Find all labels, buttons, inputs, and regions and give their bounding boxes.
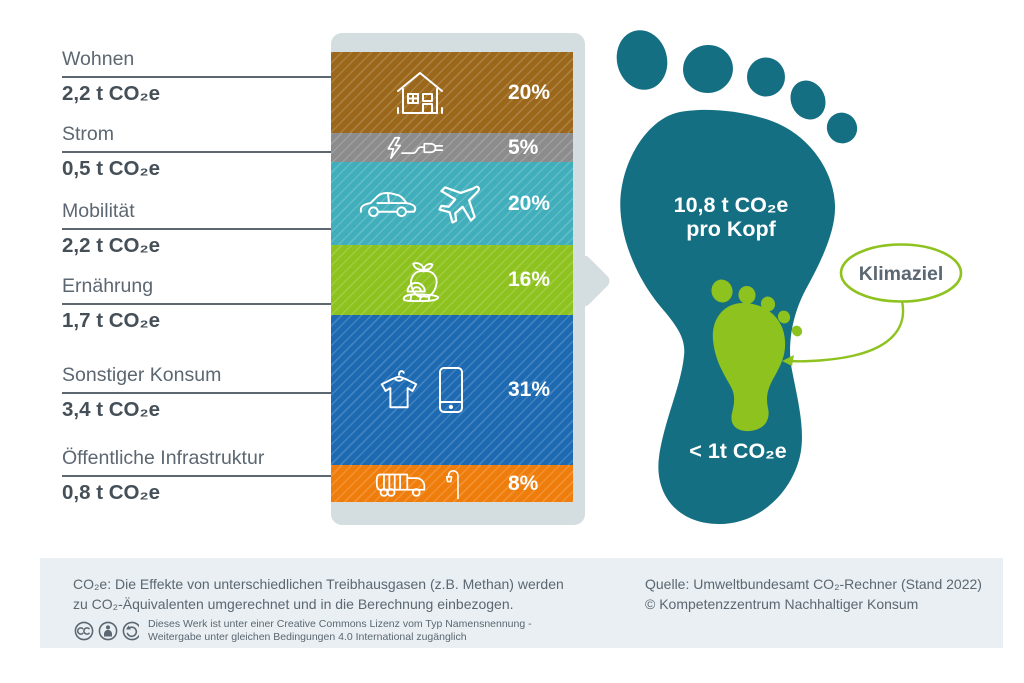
smartphone-icon <box>438 366 464 414</box>
power-plug-icon <box>380 136 460 160</box>
source-line1: Quelle: Umweltbundesamt CO₂-Rechner (Sta… <box>645 576 982 592</box>
percent-label: 31% <box>508 378 551 401</box>
co2e-note-line2: zu CO₂-Äquivalenten umgerechnet und in d… <box>73 595 514 612</box>
klimaziel-label: Klimaziel <box>859 263 944 285</box>
source-line2: © Kompetenzzentrum Nachhaltiger Konsum <box>645 595 919 612</box>
category-value: 0,5 t CO₂e <box>62 157 160 180</box>
target-co2-value: < 1t CO₂e <box>689 439 786 463</box>
klimaziel-bubble: Klimaziel <box>782 243 963 366</box>
percent-label: 20% <box>508 80 551 104</box>
category-sonstiger-konsum: Sonstiger Konsum 3,4 t CO₂e <box>62 364 331 422</box>
category-value: 3,4 t CO₂e <box>62 398 160 421</box>
bar-segment-strom: 5% <box>331 133 573 162</box>
bar-segment-wohnen: 20% <box>331 52 573 133</box>
category-oeffentliche-infrastruktur: Öffentliche Infrastruktur 0,8 t CO₂e <box>62 447 331 505</box>
bar-segment-sonstiger-konsum: 31% <box>331 315 573 465</box>
category-name: Ernährung <box>62 275 331 305</box>
footprint-graphic: 10,8 t CO₂e pro Kopf < 1t CO₂e Klimaziel <box>616 30 963 524</box>
percent-label: 5% <box>508 135 539 159</box>
cc-icon <box>74 621 94 641</box>
cc-license-icons <box>74 621 139 641</box>
cc-by-icon <box>98 621 118 641</box>
category-value: 2,2 t CO₂e <box>62 234 160 257</box>
category-value: 2,2 t CO₂e <box>62 82 160 105</box>
co2e-note-line1: CO₂e: Die Effekte von unterschiedlichen … <box>73 576 564 592</box>
food-icon <box>396 257 444 303</box>
car-icon <box>358 189 418 219</box>
license-row: Dieses Werk ist unter einer Creative Com… <box>73 618 532 644</box>
percent-label: 20% <box>508 191 551 215</box>
license-text: Dieses Werk ist unter einer Creative Com… <box>148 618 532 644</box>
category-name: Wohnen <box>62 48 331 78</box>
category-value: 0,8 t CO₂e <box>62 481 160 504</box>
category-wohnen: Wohnen 2,2 t CO₂e <box>62 48 331 106</box>
total-co2-line1: 10,8 t CO₂e <box>674 193 789 217</box>
house-icon <box>393 68 447 118</box>
footer-bar: CO₂e: Die Effekte von unterschiedlichen … <box>40 558 1003 648</box>
street-lamp-icon <box>443 468 465 500</box>
co2e-note: CO₂e: Die Effekte von unterschiedlichen … <box>73 575 564 614</box>
category-name: Sonstiger Konsum <box>62 364 331 394</box>
category-value: 1,7 t CO₂e <box>62 309 160 332</box>
category-ernaehrung: Ernährung 1,7 t CO₂e <box>62 275 331 333</box>
license-line2: Weitergabe unter gleichen Bedingungen 4.… <box>148 631 467 643</box>
airplane-icon <box>434 180 482 228</box>
percent-label: 16% <box>508 268 551 291</box>
total-co2-line2: pro Kopf <box>686 217 776 241</box>
climate-target-foot <box>711 279 803 432</box>
license-line1: Dieses Werk ist unter einer Creative Com… <box>148 618 532 630</box>
source-attribution: Quelle: Umweltbundesamt CO₂-Rechner (Sta… <box>645 575 982 614</box>
category-name: Mobilität <box>62 200 331 230</box>
garbage-truck-icon <box>375 469 427 498</box>
bar-segment-oeffentliche-infrastruktur: 8% <box>331 465 573 502</box>
category-strom: Strom 0,5 t CO₂e <box>62 123 331 181</box>
category-name: Strom <box>62 123 331 153</box>
category-name: Öffentliche Infrastruktur <box>62 447 331 477</box>
bar-segment-ernaehrung: 16% <box>331 245 573 315</box>
bar-segment-mobilitaet: 20% <box>331 162 573 245</box>
category-mobilitaet: Mobilität 2,2 t CO₂e <box>62 200 331 258</box>
percent-label: 8% <box>508 471 539 495</box>
tshirt-icon <box>376 367 422 413</box>
cc-sa-icon <box>122 621 139 641</box>
stacked-bar: 20% 5% <box>331 52 573 502</box>
